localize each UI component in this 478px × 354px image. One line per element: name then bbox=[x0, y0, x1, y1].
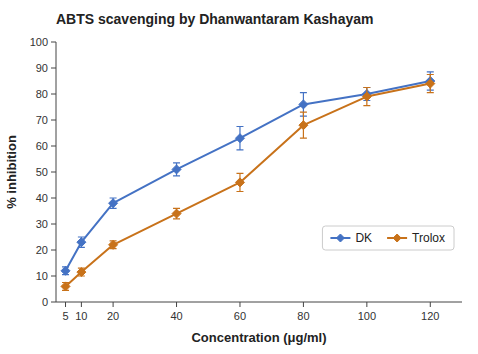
data-point bbox=[61, 282, 70, 291]
y-tick-label: 60 bbox=[36, 140, 48, 152]
data-point bbox=[172, 209, 181, 218]
error-bar bbox=[173, 163, 180, 176]
data-point bbox=[299, 100, 308, 109]
data-point bbox=[77, 268, 86, 277]
legend: DK Trolox bbox=[322, 226, 454, 250]
y-tick bbox=[51, 172, 56, 173]
y-tick-label: 20 bbox=[36, 244, 48, 256]
x-tick-label: 5 bbox=[62, 310, 68, 322]
data-point bbox=[109, 199, 118, 208]
y-tick-label: 10 bbox=[36, 270, 48, 282]
x-tick-label: 100 bbox=[358, 310, 376, 322]
x-tick-label: 60 bbox=[234, 310, 246, 322]
y-tick-label: 30 bbox=[36, 218, 48, 230]
data-point bbox=[109, 240, 118, 249]
legend-marker bbox=[393, 234, 401, 242]
y-tick-label: 70 bbox=[36, 114, 48, 126]
x-tick bbox=[366, 302, 367, 307]
y-tick-label: 90 bbox=[36, 62, 48, 74]
y-tick bbox=[51, 120, 56, 121]
data-point bbox=[235, 178, 244, 187]
x-tick bbox=[113, 302, 114, 307]
error-bar bbox=[110, 241, 117, 249]
x-tick bbox=[239, 302, 240, 307]
y-tick bbox=[51, 68, 56, 69]
y-tick bbox=[51, 94, 56, 95]
error-bar bbox=[363, 88, 370, 106]
data-point bbox=[77, 238, 86, 247]
y-tick bbox=[51, 250, 56, 251]
error-bar bbox=[300, 112, 307, 138]
x-tick bbox=[303, 302, 304, 307]
legend-label: DK bbox=[355, 231, 372, 245]
x-tick-label: 120 bbox=[421, 310, 439, 322]
x-tick-label: 20 bbox=[107, 310, 119, 322]
y-tick-label: 0 bbox=[42, 296, 48, 308]
y-tick bbox=[51, 146, 56, 147]
title: ABTS scavenging by Dhanwantaram Kashayam bbox=[56, 11, 373, 27]
data-point bbox=[235, 134, 244, 143]
x-tick-label: 80 bbox=[297, 310, 309, 322]
error-bar bbox=[427, 75, 434, 93]
x-tick bbox=[81, 302, 82, 307]
series-line bbox=[66, 84, 431, 287]
plot-area bbox=[61, 72, 435, 291]
y-tick-label: 80 bbox=[36, 88, 48, 100]
error-bar bbox=[62, 267, 69, 275]
x-tick-label: 10 bbox=[75, 310, 87, 322]
y-tick bbox=[51, 276, 56, 277]
error-bar bbox=[236, 173, 243, 191]
y-tick-label: 100 bbox=[30, 36, 48, 48]
y-tick-label: 40 bbox=[36, 192, 48, 204]
chart: ABTS scavenging by Dhanwantaram Kashayam… bbox=[0, 0, 478, 354]
error-bar bbox=[78, 237, 85, 247]
legend-marker bbox=[336, 234, 344, 242]
x-tick-label: 40 bbox=[170, 310, 182, 322]
y-tick bbox=[51, 224, 56, 225]
error-bar bbox=[110, 198, 117, 208]
x-axis-line bbox=[56, 302, 462, 303]
x-tick bbox=[176, 302, 177, 307]
x-tick bbox=[430, 302, 431, 307]
data-point bbox=[362, 92, 371, 101]
y-axis-label: % inhibition bbox=[4, 135, 19, 209]
y-tick bbox=[51, 42, 56, 43]
data-point bbox=[299, 121, 308, 130]
y-tick bbox=[51, 302, 56, 303]
error-bar bbox=[236, 127, 243, 150]
error-bar bbox=[173, 208, 180, 218]
data-point bbox=[61, 266, 70, 275]
data-point bbox=[172, 165, 181, 174]
legend-box bbox=[322, 226, 454, 250]
y-tick bbox=[51, 198, 56, 199]
x-axis-label: Concentration (μg/ml) bbox=[191, 330, 326, 345]
legend-label: Trolox bbox=[412, 231, 445, 245]
error-bar bbox=[62, 283, 69, 291]
error-bar bbox=[78, 268, 85, 276]
x-tick bbox=[65, 302, 66, 307]
y-tick-label: 50 bbox=[36, 166, 48, 178]
data-point bbox=[426, 79, 435, 88]
